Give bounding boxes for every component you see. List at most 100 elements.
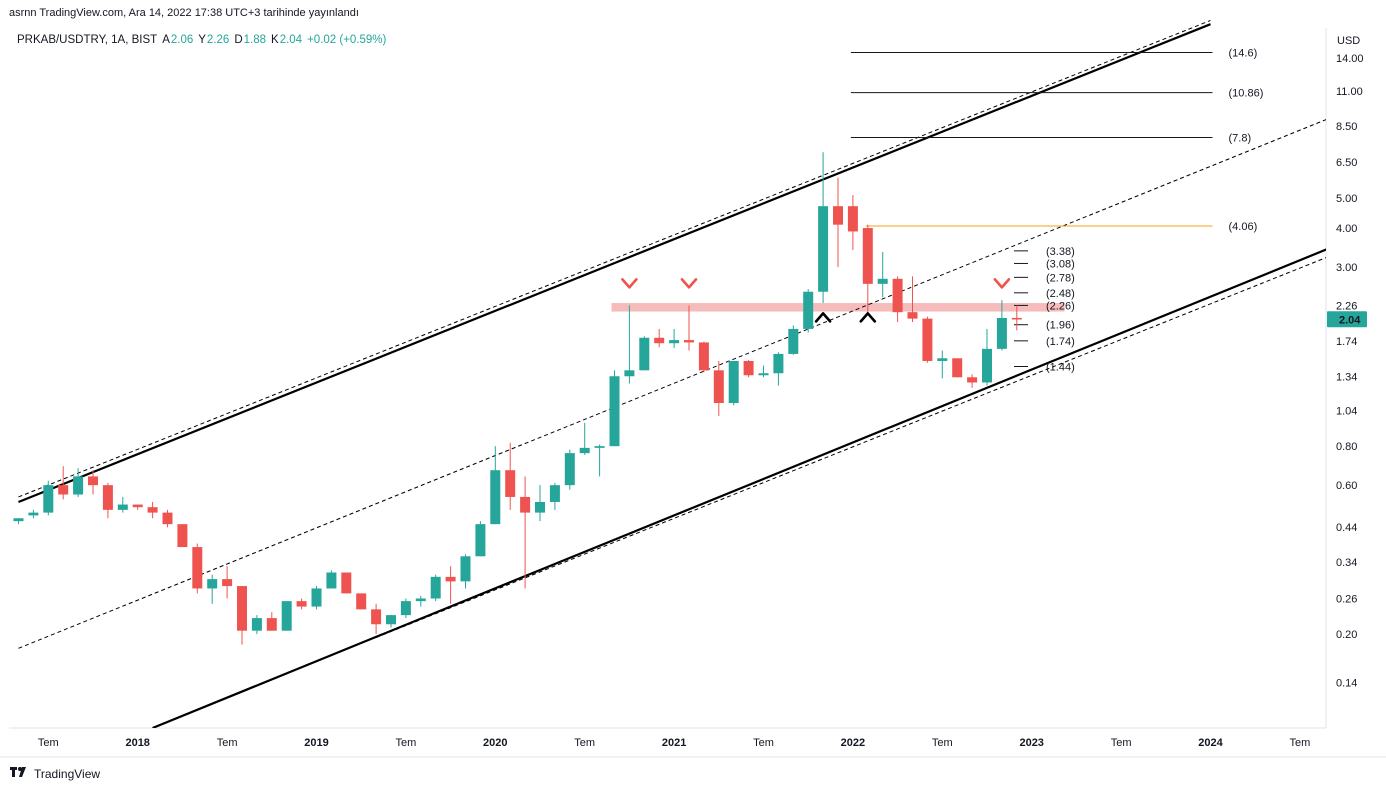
candle-body	[386, 615, 396, 625]
candle-body	[579, 447, 590, 454]
target-label-7: (1.74)	[1046, 336, 1075, 348]
candle-body	[371, 609, 382, 625]
candle-body	[1011, 317, 1022, 320]
price-tick-label: 0.80	[1336, 441, 1357, 453]
time-tick-label: 2024	[1198, 737, 1223, 749]
candle-body	[147, 507, 158, 513]
low-value: 1.88	[243, 34, 267, 46]
candle-body	[609, 376, 620, 447]
top-marker-icon	[680, 278, 698, 289]
candle-body	[773, 353, 784, 374]
time-axis[interactable]: Tem 2018 Tem 2019 Tem 2020 Tem 2021 Tem 2022 Tem 20…	[38, 737, 1310, 749]
candle-body	[743, 360, 754, 376]
candle-body	[162, 512, 173, 525]
change-value: +0.02 (+0.59%)	[307, 34, 387, 46]
symbol-legend: PRKAB/USDTRY, 1A, BIST A 2.06 Y 2.26 D 1.88…	[17, 34, 386, 46]
candle-body	[758, 373, 769, 376]
candle-body	[996, 317, 1007, 349]
price-tick-label: 5.00	[1336, 193, 1357, 205]
candle-body	[877, 278, 888, 284]
symbol-name[interactable]: PRKAB/USDTRY, 1A, BIST	[17, 34, 158, 46]
target-label-1: (3.38)	[1046, 246, 1075, 258]
candle-body	[88, 476, 98, 486]
candle-body	[490, 470, 501, 525]
price-tick-label: 1.04	[1336, 406, 1357, 418]
target-label-8: (1.44)	[1046, 362, 1075, 374]
candle-body	[594, 446, 605, 448]
candle-body	[952, 358, 963, 378]
low-key: D	[234, 34, 243, 46]
time-tick-label: Tem	[1111, 737, 1132, 749]
level-label-4: (4.06)	[1229, 221, 1258, 233]
last-price-label: 2.04	[1339, 314, 1361, 326]
candle-body	[698, 342, 709, 371]
trendline-4	[152, 248, 1326, 728]
bottom-marker-icon	[859, 312, 877, 323]
candle-body	[892, 278, 903, 313]
price-tick-label: 8.50	[1336, 121, 1357, 133]
candle-body	[430, 576, 441, 599]
candle-body	[475, 524, 486, 557]
candle-body	[132, 504, 143, 508]
price-tick-label: 14.00	[1336, 53, 1364, 65]
trendline-1	[18, 23, 1211, 503]
close-value: 2.04	[279, 34, 303, 46]
candle-body	[967, 377, 978, 383]
time-tick-label: Tem	[38, 737, 59, 749]
candle-body	[400, 601, 411, 616]
candle-body	[73, 476, 84, 495]
candle-body	[937, 358, 948, 361]
target-label-6: (1.96)	[1046, 320, 1075, 332]
price-tick-label: 6.50	[1336, 157, 1357, 169]
candle-body	[222, 579, 233, 587]
tradingview-brand[interactable]: TradingView	[10, 766, 100, 781]
candle-body	[907, 312, 918, 319]
time-tick-label: 2021	[662, 737, 686, 749]
candle-body	[803, 291, 814, 329]
candle-body	[311, 588, 322, 607]
candle-body	[505, 470, 516, 497]
open-value: 2.06	[170, 34, 194, 46]
high-value: 2.26	[206, 34, 230, 46]
candle-body	[251, 618, 262, 631]
price-tick-label: 2.26	[1336, 300, 1357, 312]
currency-label: USD	[1337, 35, 1360, 47]
candle-body	[847, 206, 858, 232]
candle-body	[341, 572, 352, 594]
level-layer: (14.6) (10.86) (7.8) (4.06) (3.38)(3.08) (2.7…	[850, 48, 1264, 374]
candle-body	[117, 504, 128, 510]
target-label-4: (2.48)	[1046, 288, 1075, 300]
candle-body	[102, 485, 113, 510]
price-tick-label: 0.60	[1336, 480, 1357, 492]
tradingview-logo-icon	[10, 766, 30, 781]
publish-caption: asrnn TradingView.com, Ara 14, 2022 17:3…	[9, 7, 359, 19]
time-tick-label: 2019	[304, 737, 328, 749]
bottom-marker-icon	[814, 312, 832, 323]
time-tick-label: Tem	[217, 737, 238, 749]
candle-body	[728, 360, 739, 404]
candle-body	[669, 340, 680, 344]
candle-body	[356, 593, 367, 610]
time-tick-label: Tem	[396, 737, 417, 749]
candle-body	[922, 318, 933, 361]
candle-body	[28, 512, 39, 516]
level-label-1: (14.6)	[1229, 48, 1258, 60]
candle-body	[713, 370, 724, 404]
time-tick-label: 2022	[841, 737, 865, 749]
candle-body	[296, 601, 307, 607]
candle-body	[13, 518, 24, 522]
candle-body	[415, 598, 426, 602]
time-tick-label: 2023	[1019, 737, 1043, 749]
candle-body	[684, 340, 694, 343]
candle-body	[549, 485, 560, 502]
time-tick-label: Tem	[753, 737, 774, 749]
candle-body	[520, 496, 531, 513]
candle-body	[833, 206, 843, 225]
price-axis[interactable]: 14.00 11.00 8.50 6.50 5.00 4.00 3.00 2.26 1.74 1.…	[1327, 53, 1367, 689]
close-key: K	[271, 34, 279, 46]
resistance-zone	[611, 303, 1065, 312]
candle-body	[818, 206, 829, 292]
candle-body	[982, 348, 992, 383]
level-label-2: (10.86)	[1229, 88, 1264, 100]
